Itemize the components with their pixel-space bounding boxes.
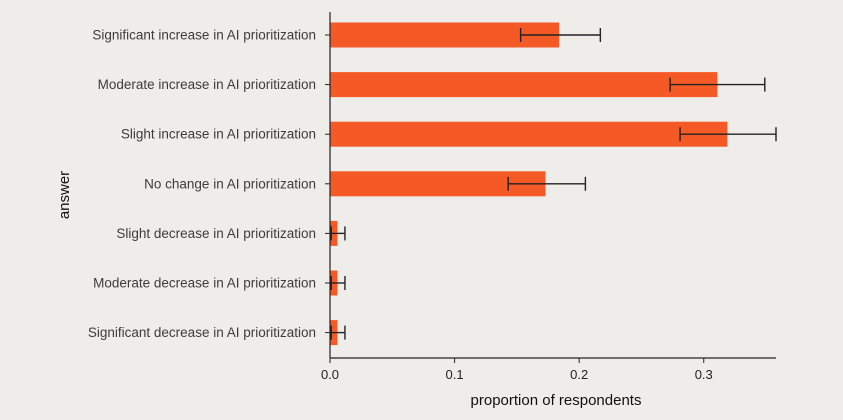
x-axis-title: proportion of respondents — [471, 392, 642, 409]
x-tick-label-3: 0.3 — [695, 367, 713, 382]
category-label-3: No change in AI prioritization — [144, 176, 316, 191]
bar-2 — [330, 121, 728, 147]
x-tick-label-1: 0.1 — [446, 367, 464, 382]
x-tick-label-2: 0.2 — [570, 367, 588, 382]
category-label-2: Slight increase in AI prioritization — [121, 127, 316, 142]
y-axis-title: answer — [56, 171, 73, 219]
category-label-4: Slight decrease in AI prioritization — [116, 226, 316, 241]
x-tick-label-0: 0.0 — [321, 367, 339, 382]
category-label-1: Moderate increase in AI prioritization — [98, 77, 316, 92]
category-label-6: Significant decrease in AI prioritizatio… — [88, 325, 316, 340]
category-label-0: Significant increase in AI prioritizatio… — [92, 28, 316, 43]
bar-1 — [330, 72, 718, 98]
category-label-5: Moderate decrease in AI prioritization — [93, 276, 316, 291]
